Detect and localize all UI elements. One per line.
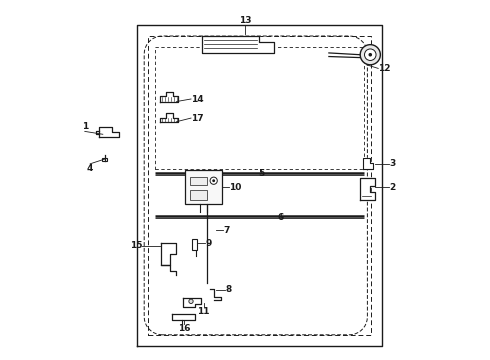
Text: 11: 11: [197, 307, 210, 316]
Bar: [190, 190, 207, 200]
Text: 3: 3: [389, 159, 395, 168]
Polygon shape: [172, 314, 195, 320]
Text: 6: 6: [278, 213, 284, 222]
Text: 15: 15: [130, 241, 143, 250]
Text: 14: 14: [191, 94, 204, 104]
Circle shape: [189, 299, 193, 303]
Text: 17: 17: [191, 113, 204, 122]
Polygon shape: [183, 298, 201, 307]
Polygon shape: [363, 158, 373, 169]
Polygon shape: [202, 36, 274, 53]
Polygon shape: [160, 92, 178, 102]
Circle shape: [368, 53, 372, 57]
Text: 9: 9: [205, 238, 212, 248]
Bar: [190, 177, 207, 185]
Text: 5: 5: [258, 169, 264, 178]
Text: 10: 10: [229, 183, 241, 192]
Bar: [192, 239, 197, 250]
Text: 4: 4: [87, 164, 94, 173]
Bar: [102, 158, 107, 161]
Text: 12: 12: [378, 64, 391, 73]
Polygon shape: [160, 113, 178, 122]
Circle shape: [365, 49, 376, 60]
Circle shape: [210, 177, 217, 184]
Circle shape: [360, 45, 380, 65]
Circle shape: [212, 179, 215, 182]
Text: 7: 7: [223, 226, 230, 235]
Bar: [185, 170, 222, 204]
Text: 16: 16: [177, 324, 190, 333]
Polygon shape: [99, 127, 119, 137]
Text: 13: 13: [239, 16, 251, 25]
Text: 1: 1: [82, 122, 88, 131]
Text: 8: 8: [225, 285, 231, 294]
Text: 2: 2: [389, 183, 395, 192]
Polygon shape: [162, 243, 176, 265]
Polygon shape: [259, 42, 277, 53]
Polygon shape: [360, 178, 374, 200]
